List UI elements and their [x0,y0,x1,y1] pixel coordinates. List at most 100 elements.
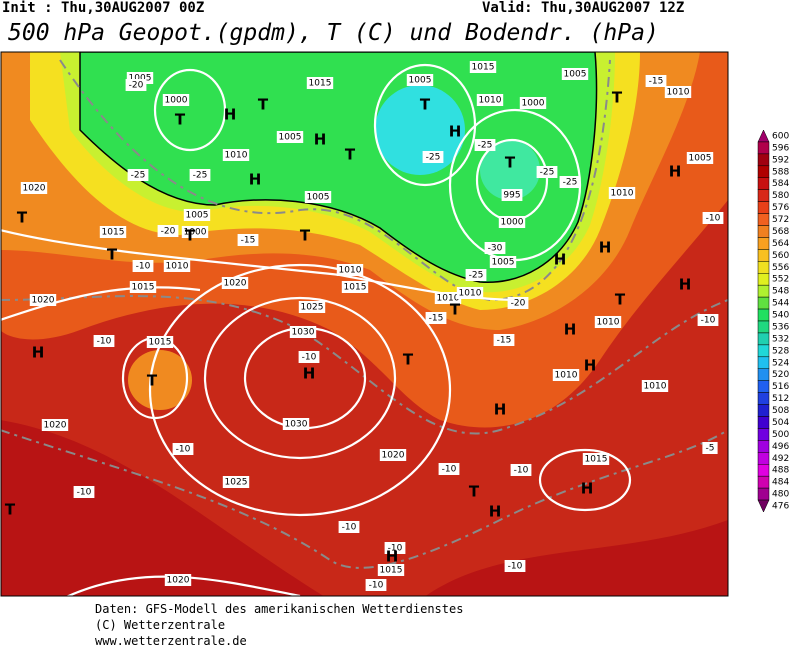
pressure-label: 1010 [667,88,690,98]
high-center: H [449,123,462,141]
temperature-label-box [384,542,406,554]
colorbar-label: 564 [772,239,789,249]
colorbar-swatch [757,189,770,202]
pressure-label-box [221,277,249,289]
colorbar-label: 520 [772,370,789,380]
pressure-label-box [582,453,610,465]
pressure-label: 1005 [307,193,330,203]
colorbar-swatch [757,380,770,393]
temperature-label: -10 [77,488,92,498]
low-center: T [612,89,623,107]
high-center: H [32,344,45,362]
pressure-label-box [686,152,714,164]
pressure-label-box [377,564,405,576]
colorbar-label: 576 [772,203,789,213]
low-center: T [185,227,196,245]
colorbar: 600 596 592 588 584 580 576 572 568 564 560 556 552 5… [757,129,789,513]
colorbar-label: 488 [772,466,789,476]
temperature-label: -10 [97,337,112,347]
pressure-label: 1005 [564,70,587,80]
pressure-label: 1010 [437,294,460,304]
temperature-label: -10 [514,466,529,476]
colorbar-swatch [757,392,770,405]
temperature-label: -15 [429,314,444,324]
temperature-label: -15 [497,336,512,346]
temperature-label-box [465,269,487,281]
pressure-label-box [276,131,304,143]
footer-line: Daten: GFS-Modell des amerikanischen Wet… [95,602,463,616]
temperature-label: -5 [706,444,715,454]
pressure-label: 1010 [166,262,189,272]
temperature-label-box [507,297,529,309]
temperature-isoline [59,59,611,302]
colorbar-label: 556 [772,263,789,273]
temperature-label-box [338,521,360,533]
colorbar-swatch [757,487,770,501]
pressure-label-box [183,209,211,221]
high-center: H [303,365,316,383]
temperature-isoline [1,295,728,435]
temperature-label: -25 [426,153,441,163]
temperature-label-box [702,442,718,454]
temperature-label: -10 [388,544,403,554]
pressure-label-box [99,226,127,238]
colorbar-swatch [757,273,770,286]
map-border [0,51,729,597]
colorbar-swatch [757,141,770,155]
high-center: H [249,171,262,189]
pressure-label-box [222,149,250,161]
colorbar-swatch [757,201,770,214]
pressure-label: 1020 [32,296,55,306]
temperature-label: -15 [241,236,256,246]
pressure-label-box [608,187,636,199]
low-center: T [505,154,516,172]
low-center: T [5,501,16,519]
pressure-label-box [406,74,434,86]
colorbar-swatch [757,368,770,381]
temperature-label-box [189,169,211,181]
pressure-label-box [498,216,526,228]
isobar [153,68,227,152]
pressure-label-box [469,61,497,73]
pressure-label: 1015 [585,455,608,465]
temperature-label-box [493,334,515,346]
temperature-label: -10 [342,523,357,533]
pressure-label-box [306,77,334,89]
pressure-label-box [664,86,692,98]
pressure-label: 995 [503,191,520,201]
green-area [79,52,598,283]
temperature-label-box [125,79,147,91]
isobar [148,263,452,517]
pressure-label-box [336,264,364,276]
pressure-label: 1010 [479,96,502,106]
pressure-label-box [594,316,622,328]
low-center: T [107,246,118,264]
pressure-label: 1010 [644,382,667,392]
temperature-label: -10 [701,316,716,326]
colorbar-label: 532 [772,334,789,344]
pressure-label-box [456,287,484,299]
high-center: H [581,480,594,498]
pressure-label-box [552,369,580,381]
pressure-label-box [162,94,190,106]
temperature-label: -10 [706,214,721,224]
warm-area [1,420,324,596]
colorbar-swatch [757,165,770,178]
colorbar-swatch [757,452,770,465]
pressure-label-box [341,281,369,293]
colorbar-label: 504 [772,418,789,428]
high-center: H [599,239,612,257]
temperature-label: -25 [469,271,484,281]
temperature-label-box [425,312,447,324]
temperature-label-box [559,176,581,188]
colorbar-swatch [757,237,770,250]
colorbar-label: 596 [772,143,789,153]
pressure-label-box [282,418,310,430]
colorbar-label: 480 [772,490,789,500]
high-center: H [554,251,567,269]
temperature-label-box [474,139,496,151]
temperature-label-box [645,75,667,87]
colorbar-swatch [757,499,770,513]
pressure-label-box [129,281,157,293]
low-center: T [258,96,269,114]
